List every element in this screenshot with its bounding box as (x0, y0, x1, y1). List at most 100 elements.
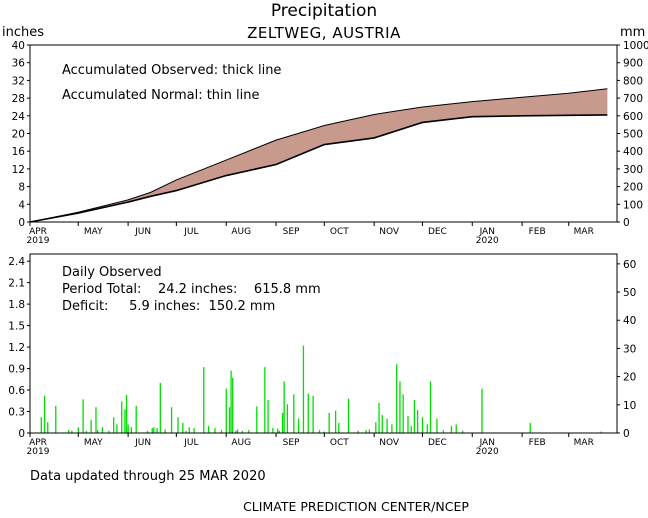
top-month-label: JUN (134, 227, 151, 237)
bottom-right-tick-label: 0 (623, 428, 630, 440)
daily-bar (71, 430, 73, 433)
daily-bar (185, 430, 187, 433)
daily-bar (267, 400, 269, 433)
bottom-left-tick-label: 0 (18, 428, 25, 440)
daily-bar (272, 427, 274, 433)
daily-bar (450, 425, 453, 433)
daily-bar (529, 422, 531, 433)
daily-bar (203, 367, 205, 433)
bottom-year-label: 2020 (476, 447, 499, 457)
daily-bar (125, 395, 128, 433)
daily-bar (481, 388, 483, 433)
daily-bar (436, 418, 438, 433)
daily-bar (85, 430, 87, 433)
daily-bar (40, 417, 42, 433)
bottom-month-label: JAN (479, 438, 495, 448)
top-left-tick-label: 36 (12, 58, 26, 70)
daily-bar (135, 405, 137, 433)
top-right-tick-label: 400 (623, 146, 643, 158)
daily-bar (220, 430, 223, 433)
daily-bar (357, 430, 359, 433)
daily-bar (600, 431, 602, 433)
bottom-left-tick-label: 1.8 (8, 299, 25, 311)
daily-bar (96, 430, 99, 433)
observed-line (29, 114, 608, 223)
deficit-text: Deficit: 5.9 inches: 150.2 mm (62, 299, 275, 314)
left-unit-label: inches (2, 25, 44, 40)
daily-bar (182, 422, 184, 433)
right-unit-label: mm (620, 25, 645, 40)
bottom-right-tick-label: 40 (623, 315, 636, 327)
top-year-label: 2020 (476, 236, 499, 246)
daily-bar (416, 410, 419, 433)
daily-bar (391, 424, 393, 433)
daily-bar (365, 430, 367, 433)
top-year-label: 2019 (27, 236, 50, 246)
daily-bar (127, 424, 129, 433)
bottom-left-tick-label: 1.5 (8, 321, 25, 333)
daily-bar (323, 431, 326, 433)
daily-bar (347, 398, 350, 433)
daily-bar (124, 409, 126, 433)
chart-title: Precipitation (271, 1, 377, 21)
top-month-label: NOV (379, 227, 400, 237)
bottom-plot-frame (29, 253, 618, 434)
daily-bar (429, 381, 432, 433)
bottom-left-tick-label: 1.2 (8, 342, 25, 354)
top-left-tick-label: 16 (12, 146, 26, 158)
daily-bar (232, 377, 234, 433)
top-month-label: AUG (231, 227, 251, 237)
daily-bar (264, 367, 266, 433)
bottom-month-label: DEC (428, 438, 447, 448)
bottom-month-label: JUN (134, 438, 151, 448)
daily-bar (402, 394, 404, 433)
daily-bar (236, 429, 239, 433)
daily-bar (386, 418, 388, 433)
daily-bar (442, 430, 445, 433)
daily-bar (207, 425, 210, 433)
top-month-label: APR (29, 227, 47, 237)
top-month-label: JAN (479, 227, 495, 237)
bottom-left-tick-label: 0.9 (8, 364, 25, 376)
bottom-month-label: MAY (84, 438, 103, 448)
daily-bar (95, 407, 97, 433)
daily-bar (318, 430, 321, 433)
chart-location: ZELTWEG, AUSTRIA (247, 24, 401, 42)
top-left-tick-label: 12 (12, 164, 25, 176)
daily-bar (151, 427, 153, 433)
daily-bar (77, 427, 79, 433)
daily-bar (462, 430, 464, 433)
daily-bar (235, 430, 237, 433)
top-month-label: DEC (428, 227, 447, 237)
bottom-right-tick-label: 60 (623, 259, 636, 271)
top-right-tick-label: 0 (623, 217, 630, 229)
daily-bar (116, 424, 118, 433)
daily-bar (153, 427, 155, 433)
daily-bar (375, 422, 377, 433)
top-right-tick-label: 600 (623, 111, 643, 123)
top-left-tick-label: 24 (12, 111, 26, 123)
daily-bar (67, 430, 70, 433)
bottom-right-tick-label: 20 (623, 372, 636, 384)
top-month-label: MAR (574, 227, 594, 237)
daily-bar (407, 415, 409, 433)
period-total-text: Period Total: 24.2 inches: 615.8 mm (62, 282, 321, 297)
daily-panel: 0 0.3 0.6 0.9 1.2 1.5 1.8 2.1 2.4 0 10 20 30 40 50 60 AP… (8, 253, 636, 457)
top-month-label: FEB (529, 227, 546, 237)
daily-bar (381, 415, 383, 433)
bottom-year-label: 2019 (27, 447, 50, 457)
deficit-area (30, 88, 608, 222)
bottom-left-tick-label: 0.6 (8, 385, 25, 397)
bottom-month-label: OCT (330, 438, 349, 448)
bottom-left-tick-label: 2.1 (8, 278, 25, 290)
daily-bar (193, 427, 195, 433)
daily-bar (121, 401, 123, 433)
daily-bar (159, 382, 161, 433)
bottom-left-tick-label: 0.3 (8, 407, 25, 419)
daily-bar (177, 417, 179, 433)
daily-bar (281, 412, 284, 433)
daily-bar (256, 406, 258, 433)
top-right-tick-label: 1000 (623, 40, 648, 52)
bottom-right-tick-label: 10 (623, 400, 636, 412)
